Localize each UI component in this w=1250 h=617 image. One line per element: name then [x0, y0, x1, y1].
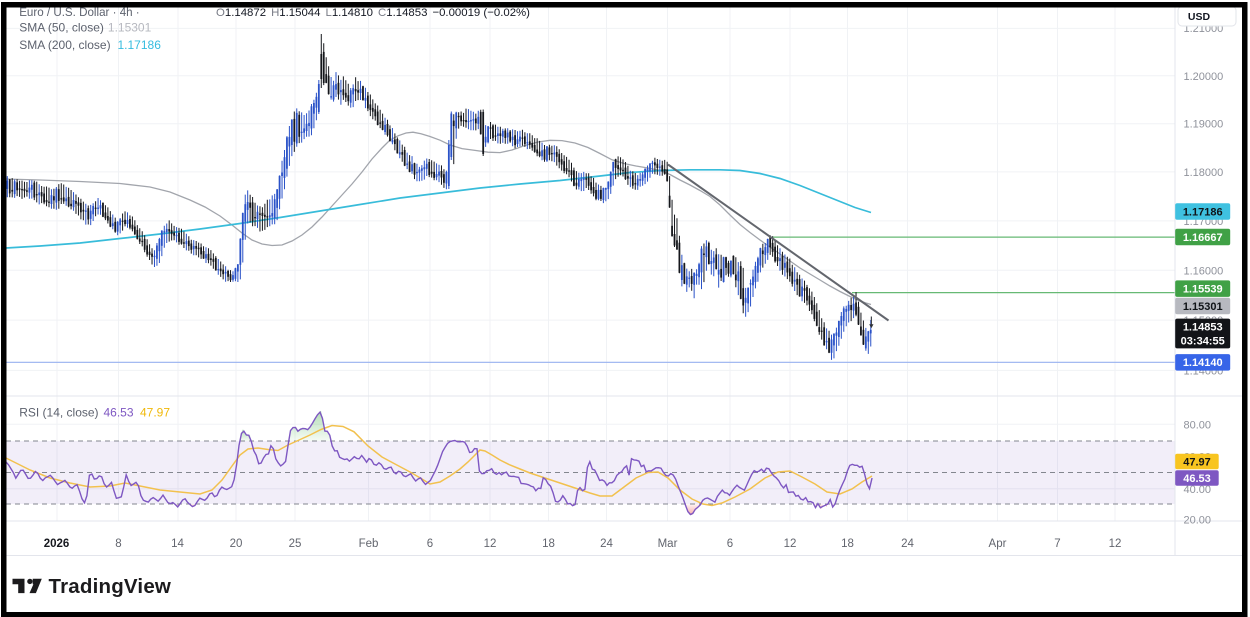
svg-text:USD: USD: [1188, 11, 1211, 23]
svg-text:03:34:55: 03:34:55: [1181, 335, 1225, 347]
svg-text:1.15301: 1.15301: [108, 20, 152, 34]
svg-text:1.16667: 1.16667: [1183, 232, 1223, 244]
svg-text:1.17186: 1.17186: [1183, 206, 1223, 218]
svg-text:1.15301: 1.15301: [1183, 301, 1223, 313]
svg-text:47.97: 47.97: [1183, 456, 1211, 468]
svg-text:7: 7: [1054, 538, 1060, 550]
svg-text:12: 12: [1109, 538, 1122, 550]
svg-text:Feb: Feb: [359, 538, 379, 550]
svg-text:Mar: Mar: [658, 538, 678, 550]
svg-text:25: 25: [289, 538, 302, 550]
svg-text:12: 12: [484, 538, 497, 550]
svg-text:1.17186: 1.17186: [118, 38, 162, 52]
svg-text:46.53: 46.53: [1183, 473, 1211, 485]
svg-text:47.97: 47.97: [140, 406, 170, 420]
svg-text:Apr: Apr: [989, 538, 1007, 550]
svg-text:1.14140: 1.14140: [1183, 357, 1223, 369]
svg-text:6: 6: [727, 538, 733, 550]
svg-text:RSI (14, close): RSI (14, close): [19, 406, 98, 420]
svg-text:TradingView: TradingView: [49, 575, 172, 598]
svg-text:8: 8: [115, 538, 121, 550]
svg-text:SMA (200, close): SMA (200, close): [19, 38, 110, 52]
svg-text:24: 24: [600, 538, 613, 550]
svg-text:12: 12: [784, 538, 797, 550]
svg-text:1.20000: 1.20000: [1184, 71, 1224, 83]
svg-text:20: 20: [230, 538, 243, 550]
svg-text:20.00: 20.00: [1184, 515, 1212, 527]
svg-text:1.14853: 1.14853: [1183, 322, 1223, 334]
svg-text:6: 6: [427, 538, 433, 550]
svg-text:14: 14: [171, 538, 184, 550]
svg-text:18: 18: [841, 538, 854, 550]
svg-text:24: 24: [901, 538, 914, 550]
svg-text:46.53: 46.53: [104, 406, 134, 420]
svg-text:1.15539: 1.15539: [1183, 284, 1223, 296]
svg-text:80.00: 80.00: [1184, 419, 1212, 431]
svg-text:1.16000: 1.16000: [1184, 265, 1224, 277]
svg-text:18: 18: [542, 538, 555, 550]
svg-text:40.00: 40.00: [1184, 484, 1212, 496]
svg-text:1.18000: 1.18000: [1184, 167, 1224, 179]
svg-text:Euro / U.S. Dollar · 4h ·: Euro / U.S. Dollar · 4h ·: [19, 6, 139, 19]
svg-text:SMA (50, close): SMA (50, close): [19, 20, 104, 34]
svg-text:1.19000: 1.19000: [1184, 119, 1224, 131]
svg-text:2026: 2026: [44, 538, 70, 550]
